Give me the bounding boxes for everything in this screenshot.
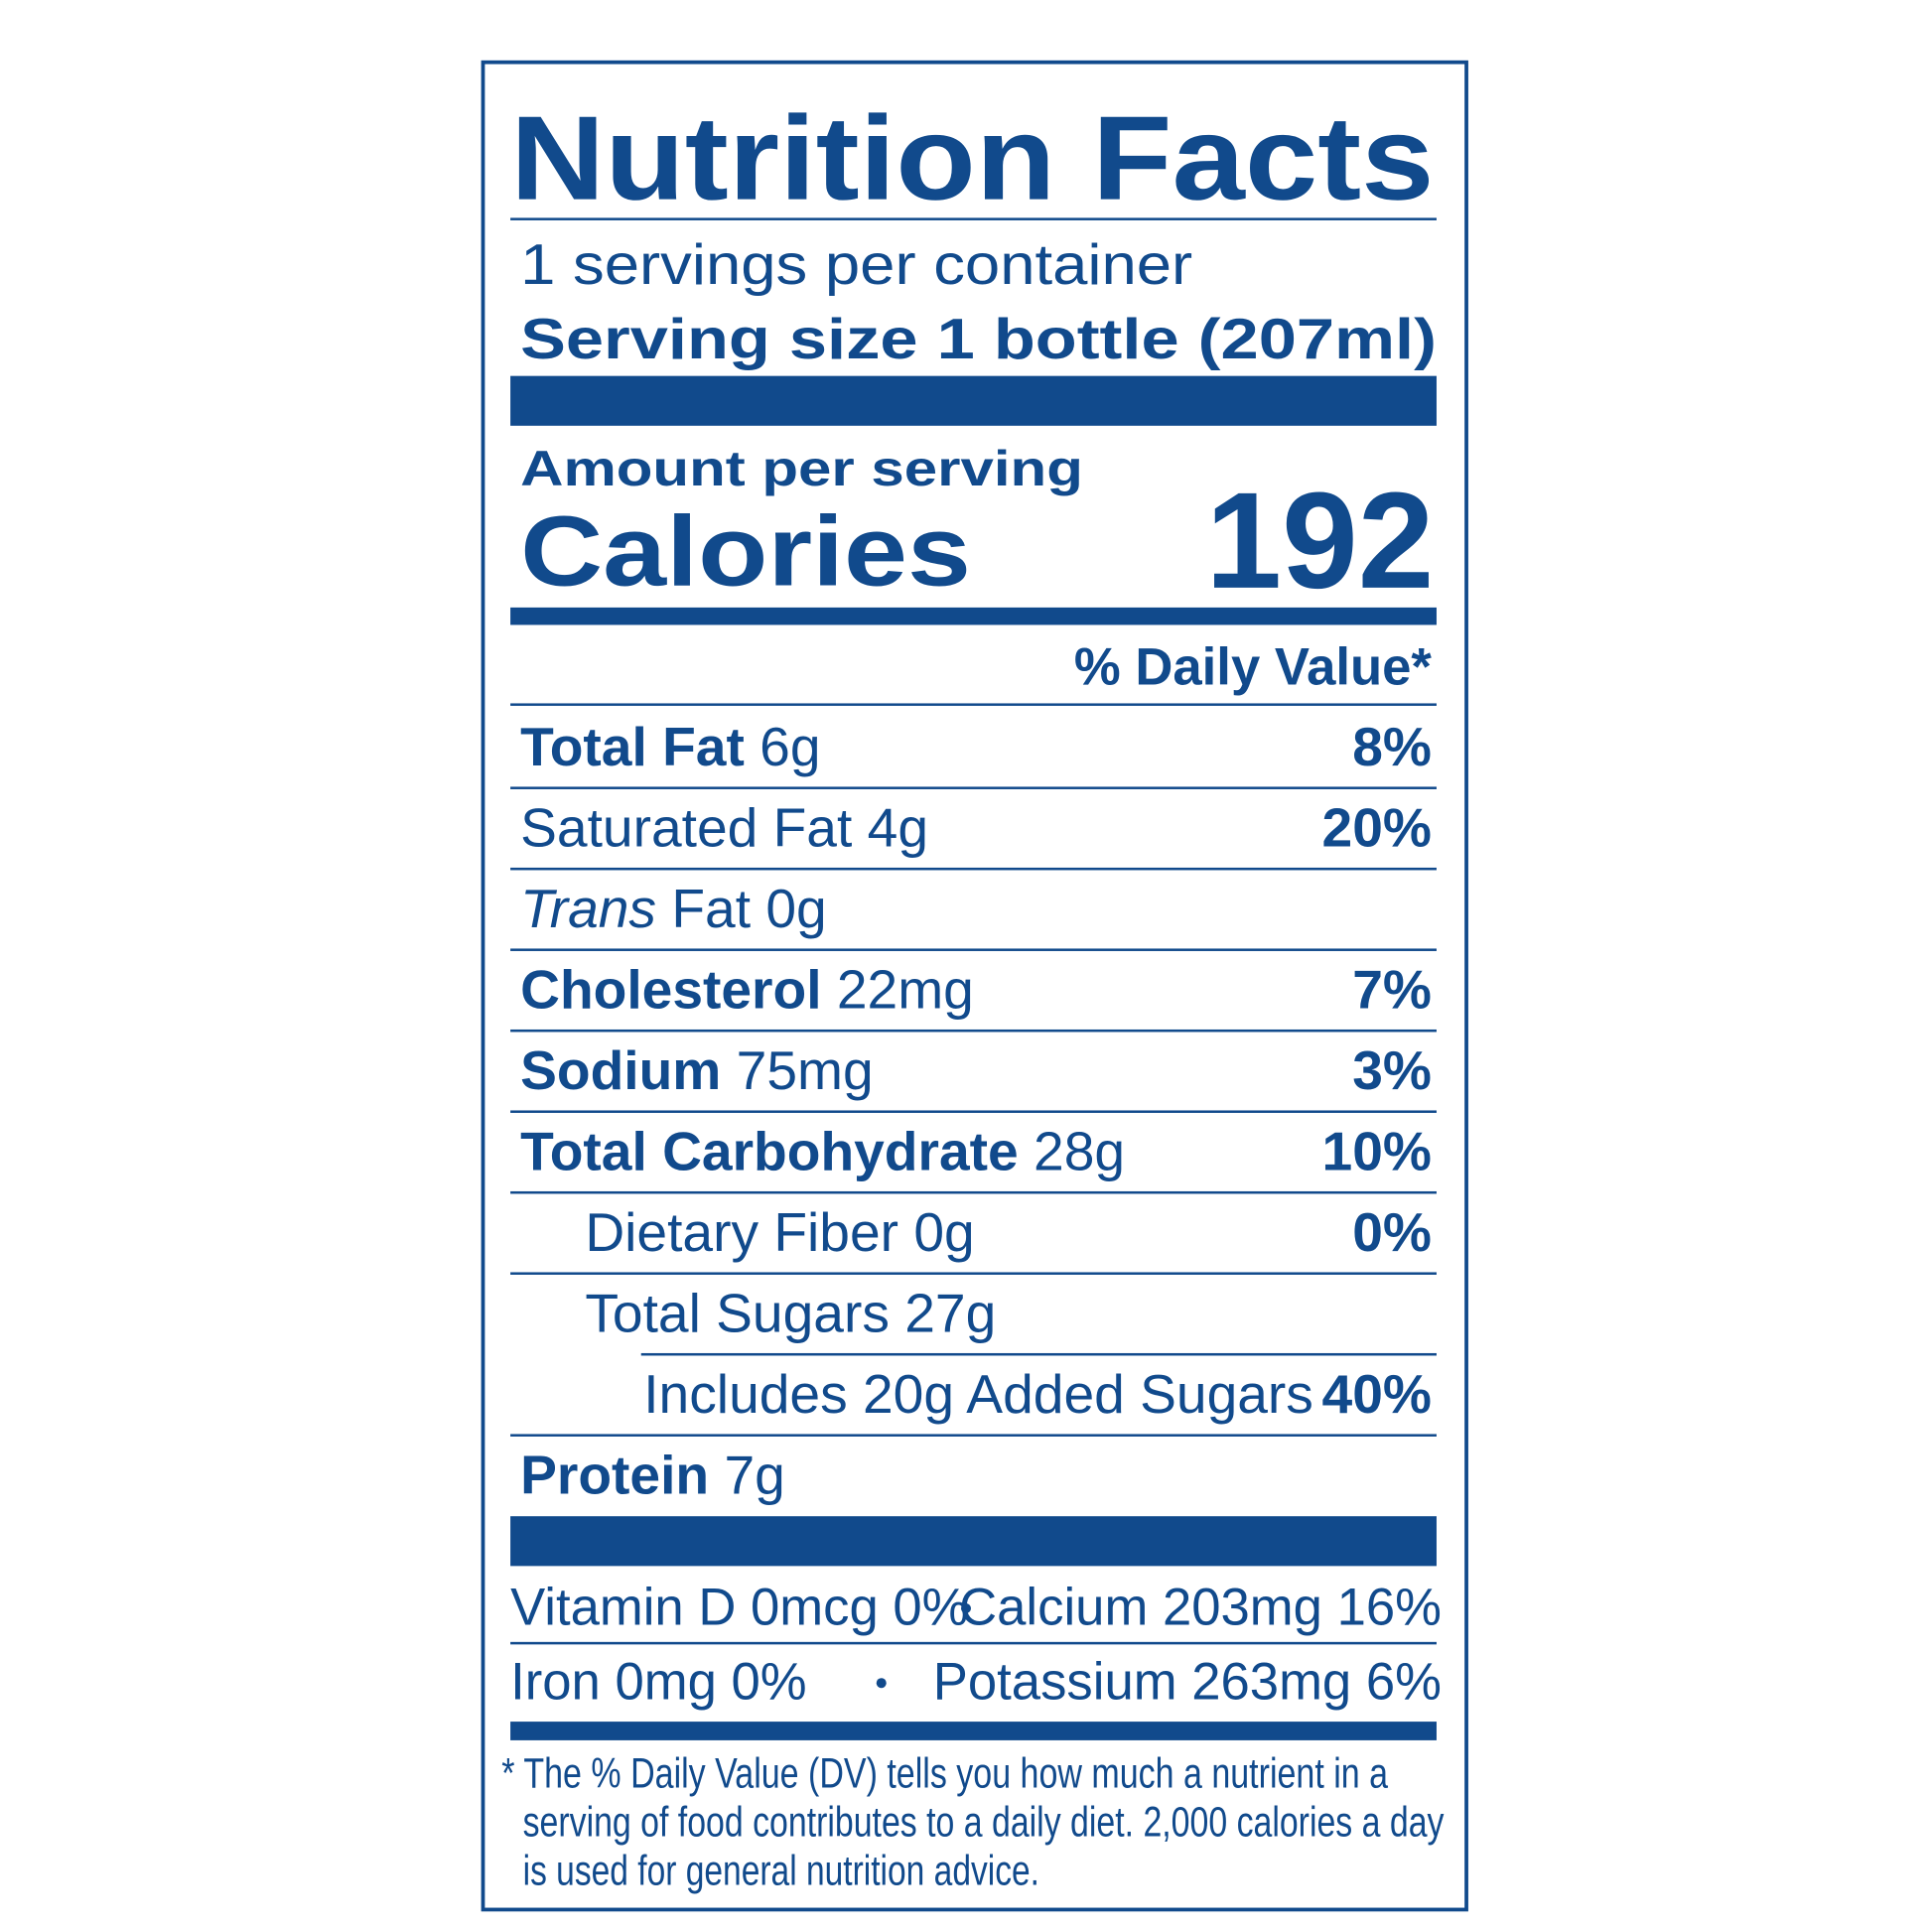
nutrient-label: Total Carbohydrate 28g xyxy=(520,1121,1125,1182)
nutrient-name: Total Fat xyxy=(520,716,745,777)
nutrient-daily-value: 3% xyxy=(1352,1039,1432,1101)
nutrient-daily-value: 20% xyxy=(1322,797,1432,859)
rule xyxy=(510,1272,1437,1275)
rule xyxy=(510,1190,1437,1194)
nutrient-name: Includes 20g Added Sugars xyxy=(643,1363,1313,1425)
label-border xyxy=(481,60,1468,1912)
title: Nutrition Facts xyxy=(510,91,1434,225)
nutrient-amount: 28g xyxy=(1034,1121,1125,1182)
rule xyxy=(640,1352,1437,1356)
rule xyxy=(510,703,1437,706)
nutrient-amount: 0g xyxy=(765,878,826,939)
nutrient-name: Saturated Fat xyxy=(520,797,852,859)
calories-label: Calories xyxy=(520,495,971,607)
nutrient-name: Total Sugars xyxy=(585,1283,890,1344)
nutrient-daily-value: 10% xyxy=(1322,1121,1432,1182)
nutrient-amount: 6g xyxy=(759,716,820,777)
footnote-line: is used for general nutrition advice. xyxy=(523,1847,1039,1894)
nutrient-name: Protein xyxy=(520,1445,709,1506)
daily-value-header: % Daily Value* xyxy=(1074,638,1433,697)
nutrient-label: Includes 20g Added Sugars xyxy=(643,1363,1313,1425)
footnote-line: * The % Daily Value (DV) tells you how m… xyxy=(501,1750,1388,1798)
nutrient-label: Protein 7g xyxy=(520,1445,785,1506)
medium-bar xyxy=(510,607,1437,625)
nutrient-name: Fat xyxy=(671,878,751,939)
vitamin-left: Iron 0mg 0% xyxy=(510,1653,807,1712)
footnote: * The % Daily Value (DV) tells you how m… xyxy=(501,1750,1445,1895)
thick-bar xyxy=(510,375,1437,426)
vitamin-left: Vitamin D 0mcg 0% xyxy=(510,1578,968,1636)
thick-bar xyxy=(510,1516,1437,1567)
nutrient-daily-value: 7% xyxy=(1352,959,1432,1021)
nutrient-amount: 75mg xyxy=(737,1039,874,1101)
nutrient-amount: 0g xyxy=(913,1201,974,1263)
serving-size: Serving size 1 bottle (207ml) xyxy=(520,308,1437,371)
rule xyxy=(510,1434,1437,1437)
nutrient-daily-value: 0% xyxy=(1352,1201,1432,1263)
bullet xyxy=(876,1678,887,1689)
nutrient-rows: Total Fat 6g 8% Saturated Fat 4g 20% Trans F… xyxy=(510,716,1437,1506)
nutrient-daily-value: 40% xyxy=(1322,1363,1432,1425)
footnote-line: serving of food contributes to a daily d… xyxy=(523,1798,1445,1846)
calories-value: 192 xyxy=(1205,465,1434,618)
nutrient-label: Trans Fat 0g xyxy=(520,878,827,939)
rule xyxy=(510,1641,1437,1645)
nutrient-name: Total Carbohydrate xyxy=(520,1121,1019,1182)
nutrient-amount: 27g xyxy=(904,1283,996,1344)
nutrient-label: Saturated Fat 4g xyxy=(520,797,928,859)
vitamin-rows: Vitamin D 0mcg 0%Calcium 203mg 16% Iron 0… xyxy=(510,1578,1442,1711)
medium-bar xyxy=(510,1722,1437,1740)
rule xyxy=(510,948,1437,951)
nutrient-amount: 22mg xyxy=(837,959,974,1021)
nutrient-name-italic: Trans xyxy=(520,878,656,939)
rule xyxy=(510,217,1437,220)
vitamin-right: Potassium 263mg 6% xyxy=(933,1653,1442,1712)
rule xyxy=(510,1110,1437,1113)
rule xyxy=(510,1029,1437,1033)
rule xyxy=(510,867,1437,871)
servings-per-container: 1 servings per container xyxy=(520,233,1192,297)
nutrient-label: Total Sugars 27g xyxy=(585,1283,996,1344)
nutrient-name: Sodium xyxy=(520,1039,721,1101)
nutrient-amount: 7g xyxy=(724,1445,784,1506)
nutrient-name: Dietary Fiber xyxy=(585,1201,898,1263)
rule xyxy=(510,786,1437,789)
nutrient-amount: 4g xyxy=(868,797,928,859)
nutrient-label: Cholesterol 22mg xyxy=(520,959,974,1021)
bullet xyxy=(960,1602,972,1614)
nutrient-label: Dietary Fiber 0g xyxy=(585,1201,974,1263)
nutrient-label: Total Fat 6g xyxy=(520,716,820,777)
vitamin-right: Calcium 203mg 16% xyxy=(959,1578,1442,1636)
nutrient-label: Sodium 75mg xyxy=(520,1039,874,1101)
nutrient-name: Cholesterol xyxy=(520,959,821,1021)
nutrient-daily-value: 8% xyxy=(1352,716,1432,777)
amount-per-serving: Amount per serving xyxy=(520,441,1083,496)
